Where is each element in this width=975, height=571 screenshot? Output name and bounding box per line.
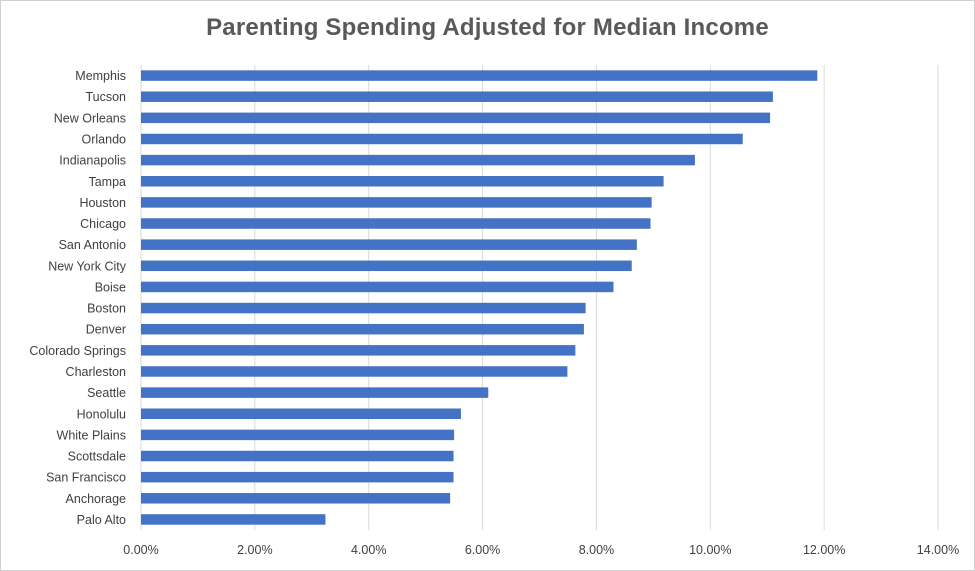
bar <box>141 387 489 398</box>
category-label: Colorado Springs <box>29 344 126 358</box>
category-label: New Orleans <box>54 111 126 125</box>
bar <box>141 239 637 250</box>
category-label: Tucson <box>85 90 126 104</box>
category-label: Anchorage <box>66 492 127 506</box>
category-label: Charleston <box>66 365 126 379</box>
chart-title: Parenting Spending Adjusted for Median I… <box>206 14 769 41</box>
category-label: Palo Alto <box>77 513 126 527</box>
category-label: Seattle <box>87 386 126 400</box>
category-label: Orlando <box>82 132 127 146</box>
bar <box>141 471 454 483</box>
x-tick-label: 14.00% <box>917 543 959 557</box>
category-label: White Plains <box>57 428 126 442</box>
category-label: Honolulu <box>77 407 126 421</box>
x-tick-label: 10.00% <box>689 543 731 557</box>
bar <box>141 323 584 335</box>
category-label: Boise <box>95 280 126 294</box>
x-tick-label: 4.00% <box>351 543 386 557</box>
bar <box>141 176 664 187</box>
bar <box>141 70 818 81</box>
bar <box>141 514 326 525</box>
bar <box>141 91 773 102</box>
bar <box>141 260 632 272</box>
bar <box>141 112 771 124</box>
category-label: Houston <box>79 196 126 210</box>
x-tick-label: 6.00% <box>465 543 500 557</box>
category-label: Tampa <box>88 175 126 189</box>
x-tick-label: 2.00% <box>237 543 272 557</box>
bar <box>141 345 576 356</box>
bar <box>141 154 695 166</box>
bar <box>141 493 451 504</box>
category-label: Denver <box>86 323 126 337</box>
category-label: Boston <box>87 302 126 316</box>
category-label: Chicago <box>80 217 126 231</box>
bar <box>141 218 651 229</box>
bar <box>141 366 568 377</box>
bar <box>141 302 586 314</box>
bar <box>141 281 614 293</box>
bar <box>141 197 652 208</box>
bar <box>141 429 455 441</box>
category-label: Scottsdale <box>68 450 126 464</box>
category-label: New York City <box>48 259 127 273</box>
bar <box>141 408 461 419</box>
bar <box>141 133 743 145</box>
x-tick-label: 0.00% <box>123 543 158 557</box>
category-label: Indianapolis <box>59 154 126 168</box>
x-tick-label: 8.00% <box>579 543 614 557</box>
category-label: San Francisco <box>46 471 126 485</box>
x-tick-label: 12.00% <box>803 543 845 557</box>
category-label: Memphis <box>75 69 126 83</box>
category-label: San Antonio <box>59 238 126 252</box>
bar <box>141 450 454 462</box>
